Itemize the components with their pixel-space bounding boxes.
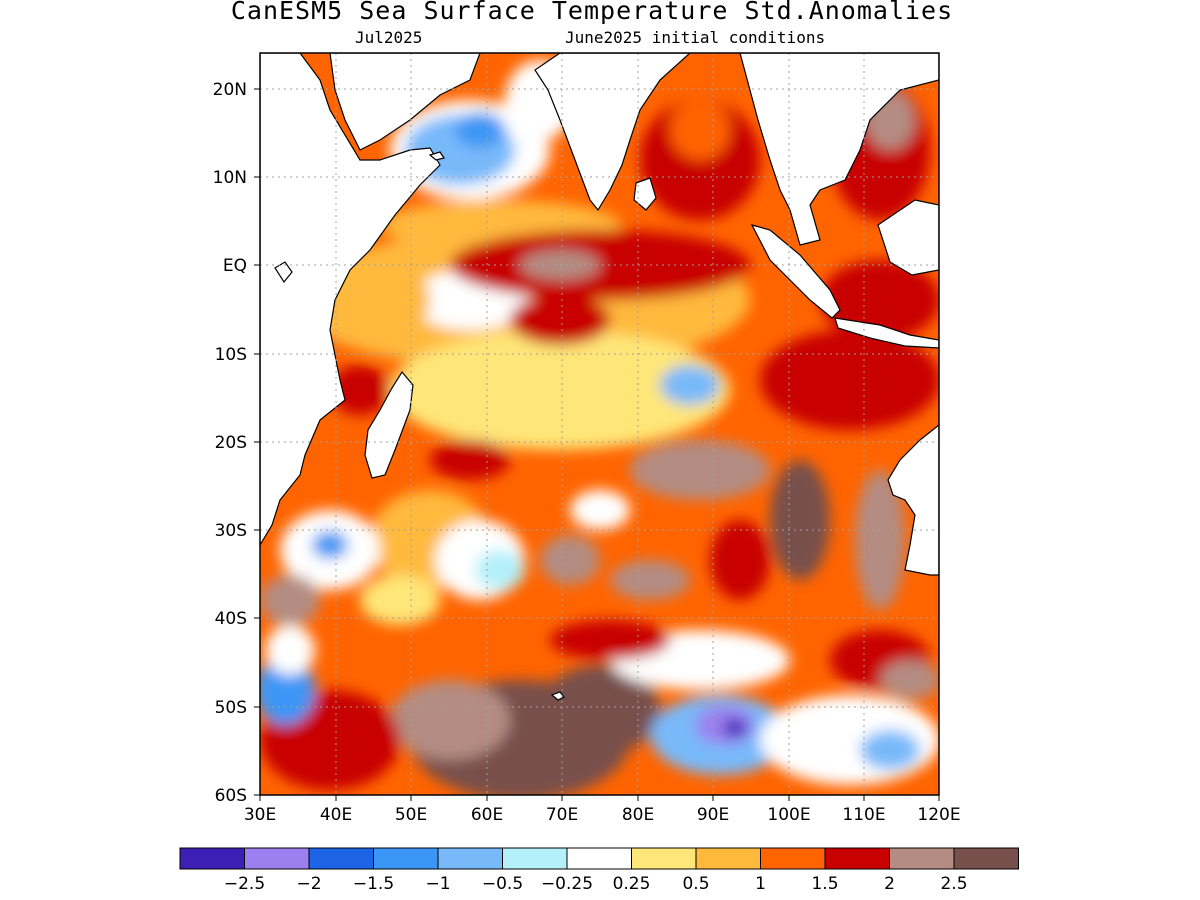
africa [260,53,441,547]
anomaly-patch [540,665,660,755]
colorbar-swatch [179,847,245,870]
gridlines [260,53,939,795]
anomaly-patch [360,575,440,625]
anomaly-patch [265,625,315,675]
lon-tick-label: 120E [917,805,960,825]
lon-labels: 30E 40E 50E 60E 70E 80E 90E 100E 110E 12… [244,805,961,825]
axis-ticks [254,88,940,801]
colorbar-swatch [695,847,761,870]
colorbar-label: −2 [296,874,321,894]
colorbar-label: −1.5 [353,874,394,894]
colorbar-swatch [437,847,503,870]
colorbar-swatch [244,847,310,870]
lon-tick-label: 110E [842,805,885,825]
colorbar-swatch [373,847,439,870]
lat-labels: 20N 10N EQ 10S 20S 30S 40S 50S 60S [213,80,247,806]
anomaly-patch [670,100,730,160]
indochina [739,53,939,246]
anomaly-patch [760,330,939,430]
colorbar-swatch [889,847,955,870]
lat-tick-label: 50S [215,698,247,718]
anomaly-patch [570,490,630,530]
anomaly-patch [550,620,670,660]
anomaly-patch [610,560,690,600]
colorbar-label: 1.5 [811,874,838,894]
borneo [877,199,939,276]
lat-tick-label: 30S [215,521,247,541]
lat-tick-label: 20S [215,433,247,453]
chart-title: CanESM5 Sea Surface Temperature Std.Anom… [230,0,954,25]
colorbar-label: 0.25 [613,874,651,894]
colorbar-label: −0.5 [482,874,523,894]
anomaly-patch [770,460,830,580]
arabia [329,53,481,151]
anomaly-patch [660,365,720,405]
java [834,317,939,349]
sumatra [750,224,841,319]
anomaly-field [260,53,939,795]
lon-tick-label: 100E [767,805,810,825]
lon-tick-label: 40E [320,805,352,825]
map-frame [259,52,940,796]
colorbar-swatch [502,847,568,870]
colorbar-label: −2.5 [224,874,265,894]
lat-tick-label: 10N [213,168,247,188]
anomaly-patch [710,520,770,600]
lat-tick-label: 60S [215,786,247,806]
anomaly-patch [510,295,610,345]
lon-tick-label: 90E [697,805,729,825]
lon-tick-label: 70E [546,805,578,825]
anomaly-patch [860,730,920,770]
colorbar-swatch [631,847,697,870]
colorbar-swatch [566,847,632,870]
lon-tick-label: 80E [622,805,654,825]
initial-conditions: June2025 initial conditions [565,28,826,47]
lat-tick-label: EQ [223,256,247,276]
anomaly-patch [330,260,430,340]
anomaly-patch [312,531,348,559]
kerguelen-island [550,691,565,701]
anomaly-patch [540,535,600,585]
lon-tick-label: 60E [471,805,503,825]
colorbar: −2.5 −2 −1.5 −1 −0.5 −0.25 0.25 0.5 1 1.5 2 2.5 [179,847,1019,894]
anomaly-patch [630,440,770,500]
australia [887,424,939,576]
colorbar-label: 1 [755,874,766,894]
anomaly-patch [475,550,525,590]
colorbar-label: −1 [425,874,450,894]
anomaly-patch [390,330,730,450]
lat-tick-label: 40S [215,609,247,629]
lat-tick-label: 20N [213,80,247,100]
india [534,53,691,212]
socotra-island [428,151,445,161]
colorbar-swatch [824,847,890,870]
anomaly-patch [330,365,390,415]
colorbar-swatch [308,847,374,870]
land [260,53,939,701]
anomaly-patch [723,719,747,737]
anomaly-patch [855,470,905,610]
lat-tick-label: 10S [215,345,247,365]
sri-lanka [633,177,657,211]
lon-tick-label: 30E [244,805,276,825]
colorbar-swatch [760,847,826,870]
anomaly-patch [455,112,505,148]
colorbar-label: 2 [884,874,895,894]
colorbar-label: 0.5 [682,874,709,894]
anomaly-patch [430,440,510,480]
colorbar-label: −0.25 [541,874,593,894]
colorbar-label: 2.5 [940,874,967,894]
lon-tick-label: 50E [395,805,427,825]
anomaly-patch [880,660,939,700]
anomaly-patch [260,575,320,625]
island [274,261,293,284]
anomaly-patch [390,680,510,760]
forecast-month: Jul2025 [355,28,423,47]
colorbar-swatch [953,847,1019,870]
